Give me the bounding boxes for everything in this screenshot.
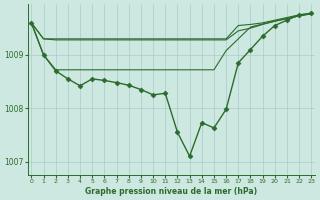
X-axis label: Graphe pression niveau de la mer (hPa): Graphe pression niveau de la mer (hPa) xyxy=(85,187,257,196)
